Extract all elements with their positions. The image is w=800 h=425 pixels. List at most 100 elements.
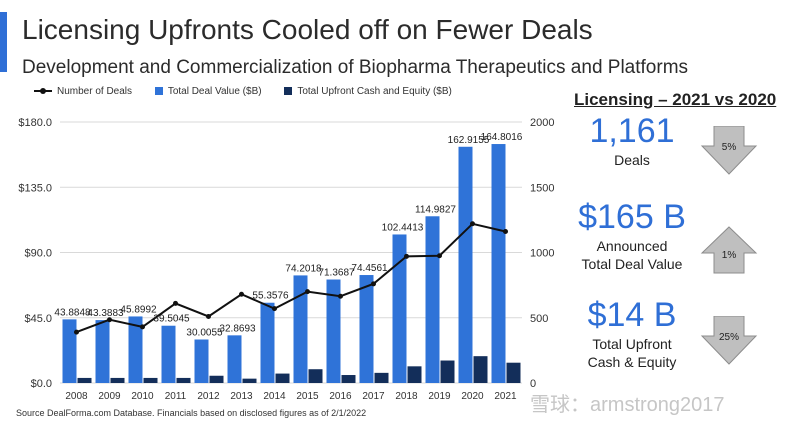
- upfront-bar: [77, 377, 92, 383]
- number-of-deals-point: [470, 221, 475, 227]
- page-title: Licensing Upfronts Cooled off on Fewer D…: [22, 14, 593, 45]
- change-upfront-text: 25%: [719, 332, 739, 343]
- legend-label-total: Total Deal Value ($B): [167, 86, 262, 97]
- total-deal-value-data-label: 74.4561: [351, 263, 388, 274]
- up-arrow-icon: [700, 226, 758, 274]
- stat-deals: 1,161 Deals: [557, 112, 707, 169]
- number-of-deals-point: [239, 291, 244, 297]
- stat-upfront-label-1: Total Upfront: [592, 336, 672, 352]
- total-deal-value-data-label: 30.0055: [186, 327, 223, 338]
- x-axis-tick-label: 2020: [461, 391, 484, 402]
- upfront-bar: [110, 377, 125, 383]
- number-of-deals-point: [503, 228, 508, 234]
- x-axis-tick-label: 2014: [263, 391, 286, 402]
- right-axis-tick-label: 1000: [530, 248, 554, 260]
- stat-upfront: $14 B Total Upfront Cash & Equity: [557, 296, 707, 371]
- upfront-bar: [407, 366, 422, 383]
- number-of-deals-point: [437, 253, 442, 259]
- x-axis-tick-label: 2016: [329, 391, 352, 402]
- number-of-deals-point: [371, 281, 376, 287]
- stat-upfront-value: $14 B: [587, 296, 677, 334]
- left-axis-tick-label: $135.0: [18, 182, 52, 194]
- number-of-deals-point: [74, 329, 79, 335]
- right-axis-tick-label: 2000: [530, 117, 554, 129]
- number-of-deals-point: [107, 317, 112, 323]
- x-axis-tick-label: 2013: [230, 391, 253, 402]
- total-deal-value-bar: [62, 319, 77, 383]
- x-axis-tick-label: 2010: [131, 391, 154, 402]
- legend-upfront-swatch: [284, 87, 293, 95]
- number-of-deals-line: [76, 222, 506, 334]
- x-axis-tick-label: 2008: [65, 391, 88, 402]
- x-axis-tick-label: 2009: [98, 391, 121, 402]
- total-deal-value-bar: [128, 316, 143, 383]
- total-deal-value-bar: [260, 302, 275, 383]
- number-of-deals-point: [404, 253, 409, 259]
- total-deal-value-bar: [425, 216, 440, 383]
- legend-line-swatch: [34, 87, 52, 95]
- total-deal-value-bar: [227, 335, 242, 383]
- stat-upfront-label-2: Cash & Equity: [587, 354, 677, 370]
- stat-deals-label: Deals: [614, 152, 650, 168]
- stat-total-value-amount: $165 B: [578, 198, 686, 236]
- right-axis-tick-label: 1500: [530, 182, 554, 194]
- upfront-bar: [506, 362, 521, 383]
- upfront-bar: [308, 369, 323, 383]
- upfront-bar: [440, 360, 455, 383]
- stat-total-label-2: Total Deal Value: [581, 256, 683, 272]
- total-deal-value-data-label: 32.8693: [219, 323, 256, 334]
- total-deal-value-data-label: 71.3687: [318, 268, 355, 279]
- upfront-bar: [275, 373, 290, 383]
- change-arrow-upfront: 25%: [700, 316, 758, 366]
- upfront-bar: [374, 372, 389, 383]
- total-deal-value-data-label: 162.9155: [448, 135, 490, 146]
- total-deal-value-data-label: 39.5045: [153, 314, 190, 325]
- combo-chart: $0.0 $45.0 $90.0 $135.0 $180.0 0 500 1000 1500 20…: [18, 117, 554, 402]
- upfront-bar: [143, 377, 158, 383]
- total-deal-value-bar: [491, 144, 506, 383]
- total-deal-value-data-label: 45.8992: [120, 304, 157, 315]
- x-axis-tick-label: 2011: [165, 391, 187, 402]
- upfront-bar: [341, 375, 356, 383]
- legend-item-upfront: Total Upfront Cash and Equity ($B): [284, 86, 452, 97]
- chart-legend: Number of Deals Total Deal Value ($B) To…: [34, 86, 472, 97]
- number-of-deals-point: [140, 324, 145, 330]
- change-deals-text: 5%: [722, 142, 737, 153]
- change-arrow-total: 1%: [700, 225, 758, 275]
- source-note: Source DealForma.com Database. Financial…: [16, 408, 367, 418]
- x-axis-tick-label: 2018: [395, 391, 418, 402]
- change-arrow-deals: 5%: [700, 126, 758, 176]
- total-deal-value-data-label: 55.3576: [252, 291, 289, 302]
- legend-label-deals: Number of Deals: [57, 86, 133, 97]
- legend-item-total: Total Deal Value ($B): [154, 86, 262, 97]
- legend-label-upfront: Total Upfront Cash and Equity ($B): [297, 86, 452, 97]
- total-deal-value-data-label: 43.3883: [87, 308, 124, 319]
- x-axis-tick-label: 2012: [197, 391, 220, 402]
- left-axis-tick-label: $45.0: [24, 313, 52, 325]
- legend-item-deals: Number of Deals: [34, 86, 132, 97]
- x-axis-tick-label: 2017: [362, 391, 385, 402]
- total-deal-value-data-label: 114.9827: [415, 204, 456, 215]
- number-of-deals-point: [338, 293, 343, 299]
- x-axis-tick-label: 2021: [494, 391, 517, 402]
- right-axis-tick-label: 500: [530, 313, 548, 325]
- legend-total-swatch: [154, 87, 163, 95]
- number-of-deals-point: [272, 306, 277, 312]
- left-axis-tick-label: $90.0: [24, 248, 52, 260]
- left-axis-tick-label: $0.0: [31, 378, 52, 390]
- total-deal-value-data-label: 164.8016: [481, 132, 523, 143]
- total-deal-value-data-label: 102.4413: [382, 222, 424, 233]
- left-axis-tick-label: $180.0: [18, 117, 52, 129]
- upfront-bar: [473, 356, 488, 383]
- total-deal-value-bar: [161, 325, 176, 383]
- total-deal-value-bar: [293, 275, 308, 383]
- number-of-deals-point: [305, 289, 310, 295]
- x-axis-tick-label: 2019: [428, 391, 451, 402]
- total-deal-value-bar: [458, 146, 473, 383]
- panel-title: Licensing – 2021 vs 2020: [574, 90, 777, 109]
- page-subtitle: Development and Commercialization of Bio…: [22, 57, 689, 78]
- down-arrow-icon: [700, 126, 758, 175]
- total-deal-value-bar: [326, 279, 341, 383]
- total-deal-value-bar: [392, 234, 407, 383]
- accent-bar: [0, 12, 7, 72]
